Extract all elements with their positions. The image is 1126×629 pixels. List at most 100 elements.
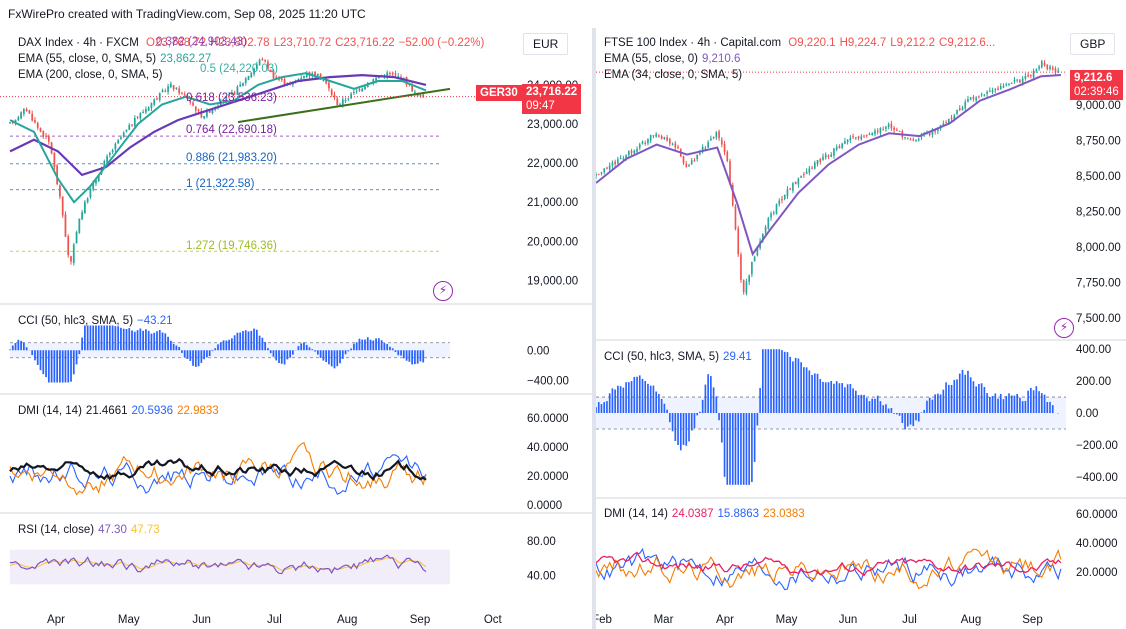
ftse-chart[interactable]: 9,000.00 8,750.00 8,500.00 8,250.00 8,000.00… <box>596 28 1126 629</box>
candle-body <box>181 92 183 94</box>
lightning-icon[interactable]: ⚡ <box>433 281 453 301</box>
month-label: Oct <box>484 614 503 626</box>
cci-bar <box>89 325 92 351</box>
cci-bar <box>627 382 630 414</box>
dax-rsi-legend[interactable]: RSI (14, close) 47.30 47.73 <box>18 524 160 536</box>
candle-body <box>644 143 647 145</box>
candle-body <box>813 162 816 169</box>
ftse-ema55-legend[interactable]: EMA (55, close, 0) 9,210.6 <box>604 53 741 65</box>
dax-chart[interactable]: 24,000.0023,000.0022,000.0021,000.0020,0… <box>0 28 592 629</box>
candle-body <box>625 155 627 160</box>
cci-bar <box>674 413 677 442</box>
cci-bar <box>36 350 39 365</box>
cci-bar <box>983 386 986 414</box>
cci-bar <box>688 413 690 442</box>
candle-body <box>1038 66 1040 69</box>
cci-bar <box>666 409 668 414</box>
cci-bar <box>926 400 928 414</box>
cci-bar <box>111 325 114 351</box>
candle-body <box>808 168 811 173</box>
candle-body <box>611 162 614 166</box>
candle-body <box>849 137 852 141</box>
cci-bar <box>56 350 59 383</box>
dax-ema200-legend[interactable]: EMA (200, close, 0, SMA, 5) <box>18 69 163 81</box>
candle-body <box>652 135 655 137</box>
cci-bar <box>22 342 25 351</box>
candle-body <box>1008 83 1010 85</box>
dax-ohlc-high: H23,802.78 <box>210 37 270 49</box>
candle-body <box>103 160 106 168</box>
cci-bar <box>70 350 72 382</box>
cci-bar <box>663 403 666 414</box>
fib-label-1: 1 (21,322.58) <box>186 178 255 190</box>
candle-body <box>330 89 333 95</box>
dax-chart-canvas[interactable]: 24,000.0023,000.0022,000.0021,000.0020,0… <box>0 28 592 629</box>
cci-bar <box>762 349 764 414</box>
candle-body <box>61 196 64 216</box>
ftse-chart-canvas[interactable]: 9,000.00 8,750.00 8,500.00 8,250.00 8,000.00… <box>596 28 1126 629</box>
cci-bar <box>278 350 280 364</box>
cci-bar <box>175 345 178 351</box>
ftse-cci-legend[interactable]: CCI (50, hlc3, SMA, 5) 29.41 <box>604 351 752 363</box>
cci-bar <box>887 408 890 414</box>
ftse-ema34-legend[interactable]: EMA (34, close, 0, SMA, 5) <box>604 69 743 81</box>
dax-currency-button[interactable]: EUR <box>523 33 569 55</box>
candle-body <box>1013 79 1016 82</box>
cci-bar <box>710 376 712 414</box>
cci-bar <box>72 350 75 375</box>
candle-body <box>1049 66 1051 70</box>
cci-bar <box>986 393 988 414</box>
cci-bar <box>411 350 414 365</box>
dax-dmi-legend[interactable]: DMI (14, 14) 21.4661 20.5936 22.9833 <box>18 405 219 417</box>
candle-body <box>322 79 325 81</box>
candle-body <box>150 103 153 108</box>
cci-bar <box>731 413 734 485</box>
candle-body <box>272 70 275 79</box>
ftse-currency-button[interactable]: GBP <box>1070 33 1116 55</box>
dax-cci-legend[interactable]: CCI (50, hlc3, SMA, 5) −43.21 <box>18 315 173 327</box>
candle-body <box>655 134 657 137</box>
cci-bar <box>1016 393 1019 414</box>
lightning-icon[interactable]: ⚡ <box>1054 318 1074 338</box>
candle-body <box>663 137 666 139</box>
cci-bar <box>402 350 405 359</box>
candle-body <box>953 115 956 120</box>
cci-bar <box>803 367 805 414</box>
cci-bar <box>225 340 228 351</box>
ftse-dmi-legend[interactable]: DMI (14, 14) 24.0387 15.8863 23.0383 <box>604 508 805 520</box>
candle-body <box>22 108 25 114</box>
candle-body <box>250 72 253 78</box>
candle-body <box>838 146 841 149</box>
cci-bar <box>377 338 380 351</box>
cci-bar <box>1046 401 1049 414</box>
candle-body <box>885 126 887 129</box>
candle-body <box>303 76 305 78</box>
dax-ema55-legend[interactable]: EMA (55, close, 0, SMA, 5) 23,862.27 <box>18 53 212 65</box>
cci-bar <box>167 336 169 351</box>
dax-ohlc-low: L23,710.72 <box>273 37 332 49</box>
candle-body <box>228 94 230 97</box>
candle-body <box>734 206 737 229</box>
cci-bar <box>353 343 355 351</box>
candle-body <box>75 232 78 244</box>
cci-bar <box>1021 401 1024 414</box>
candle-body <box>753 256 756 262</box>
cci-bar <box>375 338 377 351</box>
candle-body <box>200 110 203 118</box>
cci-bar <box>994 393 997 414</box>
candle-body <box>341 99 344 105</box>
candle-body <box>206 110 208 117</box>
cci-bar <box>857 395 860 414</box>
candle-body <box>1002 85 1005 88</box>
candle-body <box>1032 70 1035 78</box>
candle-body <box>896 129 898 131</box>
candle-body <box>879 127 882 134</box>
cci-bar <box>906 413 909 427</box>
cci-bar <box>50 350 53 383</box>
cci-bar <box>139 328 142 351</box>
cci-bar <box>923 409 926 414</box>
candle-body <box>606 167 608 169</box>
cci-bar <box>890 407 893 414</box>
month-label: May <box>776 614 798 626</box>
candle-body <box>1010 82 1013 84</box>
